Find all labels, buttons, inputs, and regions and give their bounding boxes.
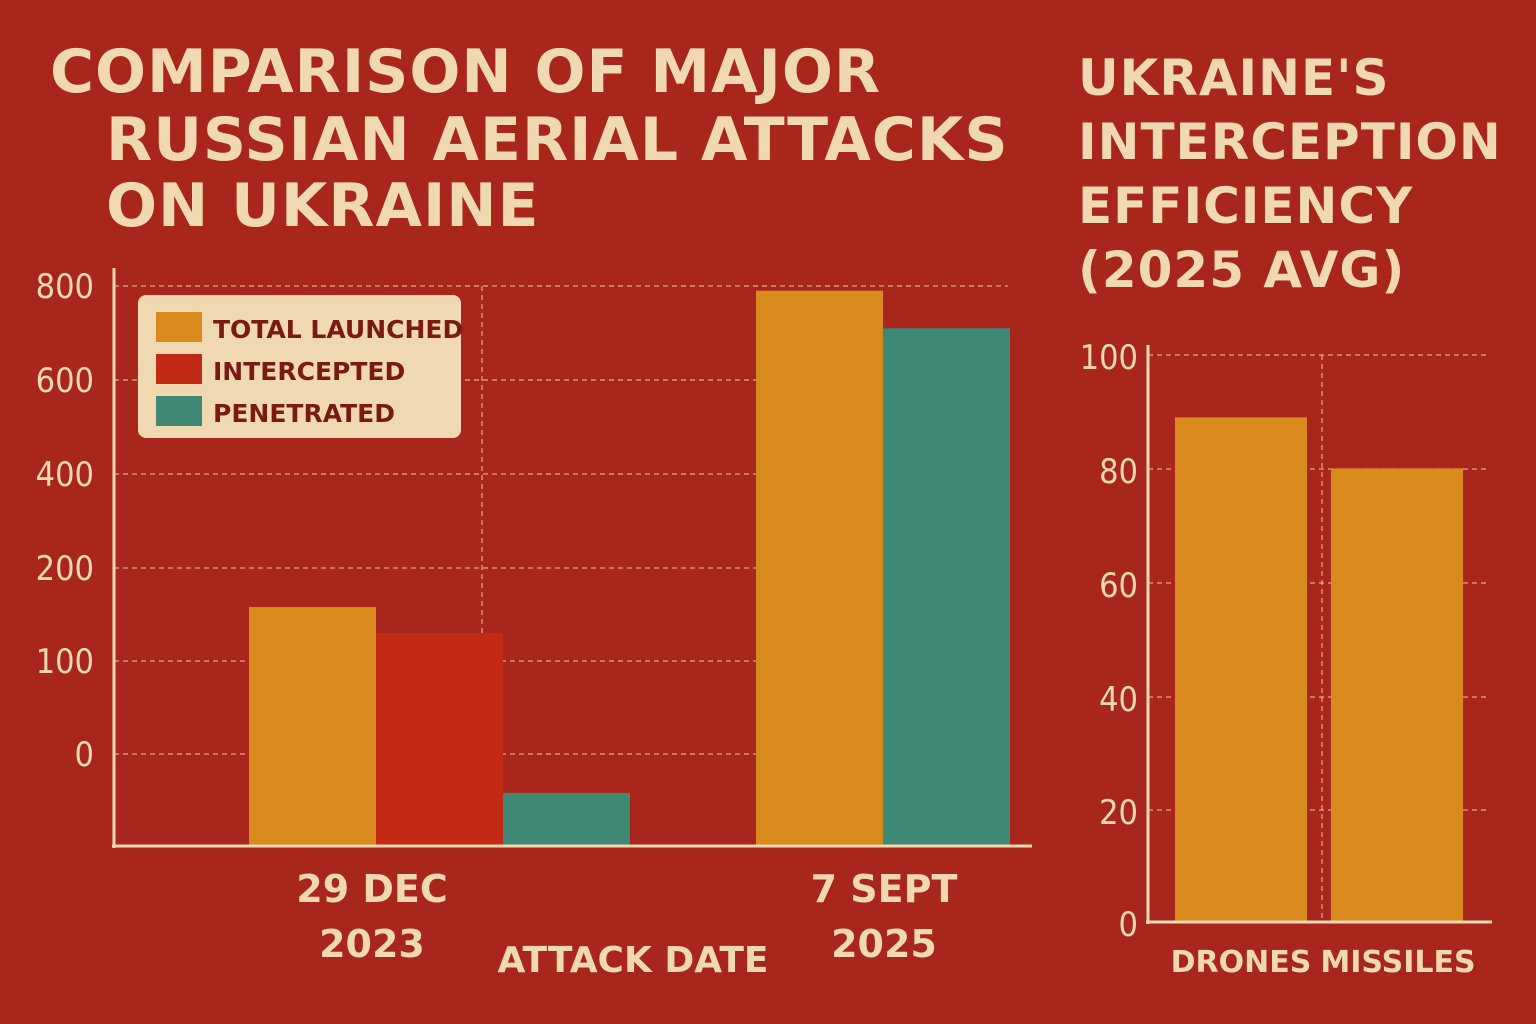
chart-title-line-1: COMPARISON OF MAJOR: [50, 37, 882, 107]
x-category-label-2023: 2023: [319, 922, 425, 966]
efficiency-chart-title: UKRAINE'S INTERCEPTION EFFICIENCY (2025 …: [1078, 46, 1528, 302]
bar-total-launched-7-sept-2025: [756, 290, 883, 846]
legend: TOTAL LAUNCHED INTERCEPTED PENETRATED: [138, 295, 463, 438]
bar-total-launched-29-dec-2023: [249, 607, 376, 846]
y-tick-label-40: 40: [1099, 680, 1138, 720]
efficiency-title-line-2: INTERCEPTION: [1078, 113, 1502, 171]
x-category-label-missiles: MISSILES: [1320, 945, 1475, 980]
efficiency-title-line-4: (2025 AVG): [1078, 241, 1406, 299]
bar-penetrated-7-sept-2025: [883, 328, 1010, 846]
bar-intercepted-29-dec-2023: [376, 633, 503, 846]
bar-missiles: [1331, 468, 1463, 922]
legend-box: [138, 295, 461, 438]
attack-comparison-chart: 800 600 400 200 100 0 29 DEC 2023 7 SEPT 2025 ATTA…: [36, 267, 1032, 981]
y-tick-label-80: 80: [1099, 452, 1138, 492]
chart-title-line-3: ON UKRAINE: [106, 171, 540, 241]
chart-title: COMPARISON OF MAJOR RUSSIAN AERIAL ATTAC…: [50, 42, 1050, 236]
x-category-label-drones: DRONES: [1171, 945, 1312, 980]
y-tick-label-60: 60: [1099, 566, 1138, 606]
efficiency-title-line-1: UKRAINE'S: [1078, 49, 1390, 107]
y-tick-label-100: 100: [36, 642, 94, 682]
interception-efficiency-chart: 100 80 60 40 20 0 DRONES MISSILES: [1080, 338, 1492, 980]
legend-label-penetrated: PENETRATED: [213, 399, 395, 428]
bar-penetrated-29-dec-2023: [503, 793, 630, 846]
legend-swatch-penetrated: [156, 396, 202, 426]
chart-title-line-2: RUSSIAN AERIAL ATTACKS: [106, 105, 1009, 175]
x-category-label-2025: 2025: [831, 922, 937, 966]
y-tick-label-20: 20: [1099, 793, 1138, 833]
legend-swatch-total-launched: [156, 312, 202, 342]
legend-label-total-launched: TOTAL LAUNCHED: [213, 315, 463, 344]
legend-swatch-intercepted: [156, 354, 202, 384]
bar-drones: [1175, 417, 1307, 922]
efficiency-title-line-3: EFFICIENCY: [1078, 177, 1414, 235]
x-axis-label: ATTACK DATE: [497, 940, 768, 981]
y-tick-label-0: 0: [1119, 905, 1138, 945]
y-tick-label-0: 0: [75, 735, 94, 775]
x-category-label-7-sept: 7 SEPT: [811, 867, 958, 911]
y-tick-label-800: 800: [36, 267, 94, 307]
y-tick-label-100: 100: [1080, 338, 1138, 378]
y-tick-label-600: 600: [36, 361, 94, 401]
x-category-label-29-dec: 29 DEC: [296, 867, 448, 911]
legend-label-intercepted: INTERCEPTED: [213, 357, 405, 386]
y-tick-label-400: 400: [36, 455, 94, 495]
y-tick-label-200: 200: [36, 549, 94, 589]
